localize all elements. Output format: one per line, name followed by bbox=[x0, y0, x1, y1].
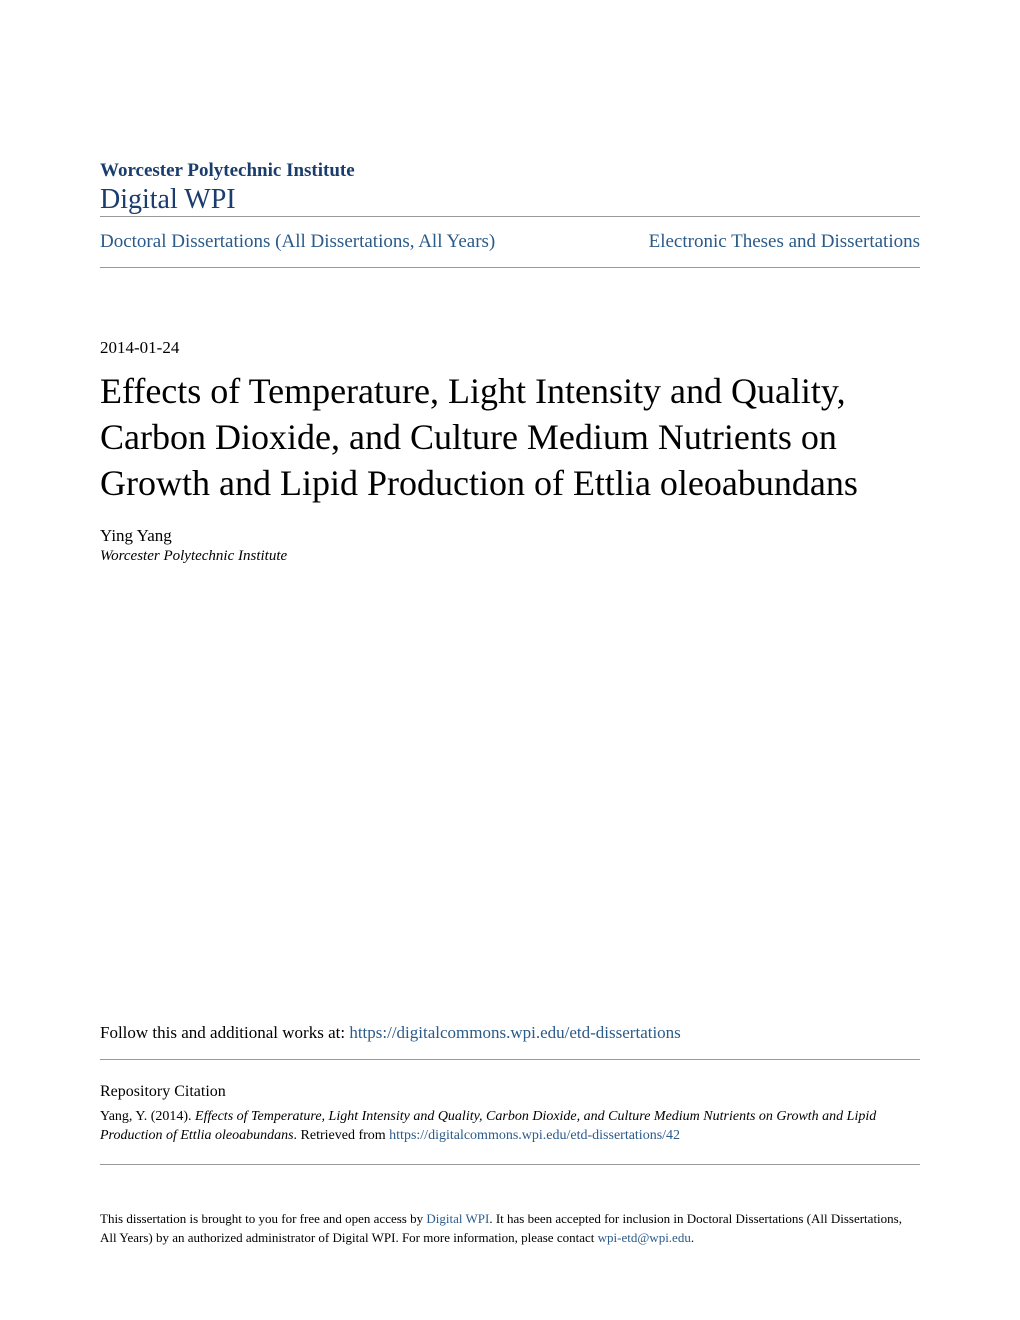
document-title: Effects of Temperature, Light Intensity … bbox=[100, 368, 920, 506]
footer-contact-email-link[interactable]: wpi-etd@wpi.edu bbox=[598, 1230, 691, 1245]
citation-heading: Repository Citation bbox=[100, 1083, 920, 1101]
citation-author-year: Yang, Y. (2014). bbox=[100, 1109, 195, 1124]
footer-text-3: . bbox=[691, 1230, 694, 1245]
citation-retrieved: . Retrieved from bbox=[294, 1128, 390, 1143]
footer-text-1: This dissertation is brought to you for … bbox=[100, 1211, 426, 1226]
document-metadata: 2014-01-24 Effects of Temperature, Light… bbox=[100, 338, 920, 565]
citation-section: Repository Citation Yang, Y. (2014). Eff… bbox=[100, 1083, 920, 1165]
author-affiliation: Worcester Polytechnic Institute bbox=[100, 548, 920, 565]
header-block: Worcester Polytechnic Institute Digital … bbox=[100, 160, 920, 216]
follow-section: Follow this and additional works at: htt… bbox=[100, 1023, 920, 1060]
citation-url-link[interactable]: https://digitalcommons.wpi.edu/etd-disse… bbox=[389, 1128, 680, 1143]
series-link[interactable]: Electronic Theses and Dissertations bbox=[649, 231, 920, 253]
publication-date: 2014-01-24 bbox=[100, 338, 920, 358]
footer-disclaimer: This dissertation is brought to you for … bbox=[100, 1210, 920, 1248]
citation-body: Yang, Y. (2014). Effects of Temperature,… bbox=[100, 1107, 920, 1146]
institution-name: Worcester Polytechnic Institute bbox=[100, 160, 920, 182]
author-name: Ying Yang bbox=[100, 526, 920, 546]
repository-name-link[interactable]: Digital WPI bbox=[100, 184, 236, 215]
footer-digital-wpi-link[interactable]: Digital WPI bbox=[426, 1211, 489, 1226]
follow-url-link[interactable]: https://digitalcommons.wpi.edu/etd-disse… bbox=[349, 1023, 680, 1042]
collection-link[interactable]: Doctoral Dissertations (All Dissertation… bbox=[100, 231, 495, 253]
breadcrumb-nav: Doctoral Dissertations (All Dissertation… bbox=[100, 216, 920, 268]
follow-prefix: Follow this and additional works at: bbox=[100, 1023, 349, 1042]
